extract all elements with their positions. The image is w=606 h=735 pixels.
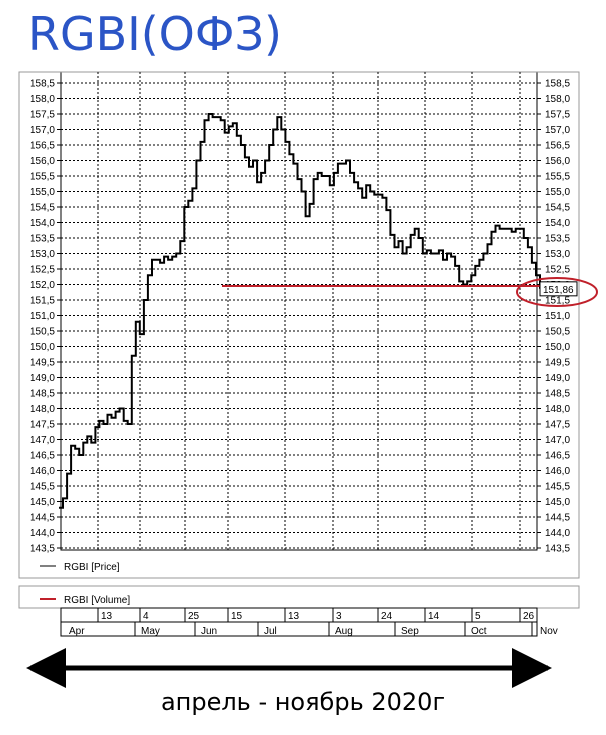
y-tick-label: 146,5 [545, 451, 570, 462]
y-tick-label: 154,0 [30, 218, 55, 229]
x-day-label: 5 [475, 611, 481, 622]
y-tick-label: 153,5 [545, 234, 570, 245]
y-tick-label: 148,0 [545, 404, 570, 415]
y-tick-label: 156,0 [30, 156, 55, 167]
y-tick-label: 146,0 [30, 466, 55, 477]
y-tick-label: 156,0 [545, 156, 570, 167]
x-month-label: Aug [335, 626, 353, 637]
y-tick-label: 158,0 [30, 94, 55, 105]
y-tick-label: 145,5 [30, 482, 55, 493]
x-day-label: 26 [523, 611, 535, 622]
x-day-label: 13 [288, 611, 300, 622]
y-tick-label: 151,5 [30, 296, 55, 307]
legend-volume-label: RGBI [Volume] [64, 595, 130, 606]
y-tick-label: 154,5 [30, 203, 55, 214]
y-tick-label: 144,5 [30, 513, 55, 524]
y-tick-label: 151,5 [545, 296, 570, 307]
y-tick-label: 148,0 [30, 404, 55, 415]
y-tick-label: 150,0 [545, 342, 570, 353]
grid-horizontal [57, 82, 541, 549]
x-day-label: 3 [336, 611, 342, 622]
y-tick-label: 156,5 [30, 141, 55, 152]
price-series-line [59, 113, 541, 509]
x-day-label: 4 [143, 611, 149, 622]
y-tick-label: 153,0 [30, 249, 55, 260]
x-day-label: 25 [188, 611, 200, 622]
y-tick-label: 148,5 [545, 389, 570, 400]
y-tick-label: 156,5 [545, 141, 570, 152]
y-tick-label: 147,5 [545, 420, 570, 431]
y-tick-label: 144,5 [545, 513, 570, 524]
y-tick-label: 157,5 [545, 110, 570, 121]
x-day-label: 15 [231, 611, 243, 622]
y-tick-label: 155,0 [545, 187, 570, 198]
x-month-label: Apr [69, 626, 85, 637]
plot-frame [60, 71, 538, 551]
y-tick-label: 154,0 [545, 218, 570, 229]
y-tick-label: 157,5 [30, 110, 55, 121]
y-tick-label: 149,5 [545, 358, 570, 369]
y-tick-label: 151,0 [545, 311, 570, 322]
x-month-label: Nov [540, 626, 558, 637]
y-tick-label: 155,0 [30, 187, 55, 198]
page-title: RGBI(ОФЗ) [28, 7, 282, 61]
legend-price-label: RGBI [Price] [64, 562, 120, 573]
y-tick-label: 146,0 [545, 466, 570, 477]
y-tick-labels-right: 143,5 144,0 144,5 145,0 145,5 146,0 146,5 147,0… [545, 79, 570, 555]
y-tick-label: 147,5 [30, 420, 55, 431]
y-tick-label: 145,0 [545, 497, 570, 508]
y-tick-label: 143,5 [30, 544, 55, 555]
y-tick-label: 145,0 [30, 497, 55, 508]
last-value-circle [516, 277, 598, 307]
y-tick-label: 151,0 [30, 311, 55, 322]
y-tick-label: 144,0 [30, 528, 55, 539]
y-tick-label: 149,0 [545, 373, 570, 384]
y-tick-label: 157,0 [30, 125, 55, 136]
x-month-label: Oct [471, 626, 487, 637]
y-tick-label: 152,5 [545, 265, 570, 276]
y-tick-label: 150,5 [30, 327, 55, 338]
y-tick-label: 146,5 [30, 451, 55, 462]
y-tick-label: 147,0 [30, 435, 55, 446]
y-tick-label: 144,0 [545, 528, 570, 539]
y-tick-label: 155,5 [30, 172, 55, 183]
last-value-tag-box [539, 281, 578, 297]
x-month-label: Sep [401, 626, 419, 637]
y-tick-label: 152,0 [30, 280, 55, 291]
x-day-ticks: 13 4 25 15 13 3 24 14 5 26 [97, 608, 535, 622]
y-tick-label: 143,5 [545, 544, 570, 555]
y-tick-label: 154,5 [545, 203, 570, 214]
y-tick-label: 147,0 [545, 435, 570, 446]
x-month-label: Jun [201, 626, 217, 637]
last-value-tag-text: 151,86 [543, 285, 574, 296]
y-tick-label: 158,5 [30, 79, 55, 90]
y-tick-label: 149,0 [30, 373, 55, 384]
y-tick-label: 158,5 [545, 79, 570, 90]
y-tick-label: 153,5 [30, 234, 55, 245]
y-tick-label: 145,5 [545, 482, 570, 493]
x-month-label: May [141, 626, 160, 637]
last-value-tag: 151,86 [539, 281, 578, 297]
y-tick-label: 152,5 [30, 265, 55, 276]
y-tick-label: 149,5 [30, 358, 55, 369]
y-tick-label: 158,0 [545, 94, 570, 105]
chart-panel-frame [18, 71, 580, 579]
period-caption: апрель - ноябрь 2020г [160, 688, 446, 716]
x-month-labels: Apr May Jun Jul Aug Sep Oct Nov [69, 622, 558, 637]
x-day-label: 14 [428, 611, 440, 622]
y-tick-label: 150,0 [30, 342, 55, 353]
x-month-label: Jul [264, 626, 277, 637]
y-tick-label: 148,5 [30, 389, 55, 400]
y-tick-label: 155,5 [545, 172, 570, 183]
x-day-label: 24 [381, 611, 393, 622]
y-tick-label: 157,0 [545, 125, 570, 136]
y-tick-labels-left: 143,5 144,0 144,5 145,0 145,5 146,0 146,5 147,0… [30, 79, 55, 555]
y-tick-label: 153,0 [545, 249, 570, 260]
y-tick-label: 150,5 [545, 327, 570, 338]
x-day-label: 13 [101, 611, 113, 622]
